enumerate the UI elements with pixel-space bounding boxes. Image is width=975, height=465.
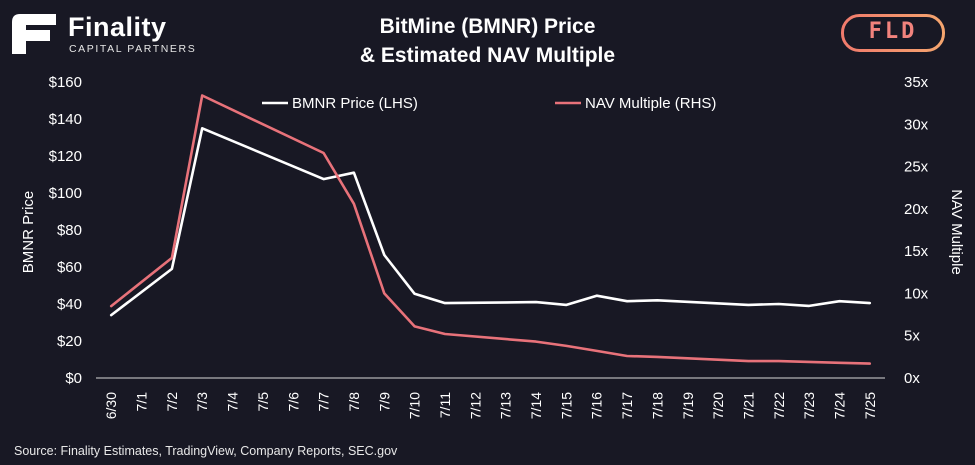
y-right-axis-title: NAV Multiple	[948, 189, 965, 275]
finality-f-logo-icon	[12, 14, 56, 54]
chart-title-line-2: & Estimated NAV Multiple	[359, 44, 616, 67]
y-right-tick-label: 10x	[904, 285, 929, 302]
x-tick-label: 7/13	[498, 392, 514, 419]
y-right-tick-label: 5x	[904, 328, 920, 345]
x-tick-label: 7/25	[862, 392, 878, 419]
y-right-tick-label: 35x	[904, 74, 929, 91]
x-tick-label: 7/15	[558, 392, 574, 419]
x-tick-label: 7/18	[649, 392, 665, 419]
x-tick-label: 7/17	[619, 392, 635, 419]
chart: 6/30 7/1 7/2 7/3 7/4 7/5 7/6 7/7 7/8 7/9 7/10 7/11 7…	[20, 74, 965, 419]
y-right-tick-label: 30x	[904, 116, 929, 133]
nav-multiple-line	[109, 94, 872, 365]
y-left-tick-label: $100	[49, 185, 82, 202]
chart-title: BitMine (BMNR) Price & Estimated NAV Mul…	[300, 12, 675, 70]
y-right-tick-label: 15x	[904, 243, 929, 260]
x-tick-label: 7/14	[528, 392, 544, 419]
x-tick-label: 7/16	[589, 392, 605, 419]
legend-label: NAV Multiple (RHS)	[585, 95, 716, 112]
x-tick-label: 7/21	[740, 392, 756, 419]
badge-outline-icon	[841, 14, 945, 52]
chart-axes: 6/30 7/1 7/2 7/3 7/4 7/5 7/6 7/7 7/8 7/9 7/10 7/11 7…	[20, 74, 965, 419]
badge-text: FLD	[868, 19, 918, 44]
y-right-tick-label: 20x	[904, 201, 929, 218]
legend-label: BMNR Price (LHS)	[292, 95, 418, 112]
x-tick-label: 7/10	[407, 392, 423, 419]
x-tick-label: 7/8	[346, 392, 362, 412]
chart-title-line-1: BitMine (BMNR) Price	[379, 15, 596, 38]
y-left-tick-label: $20	[57, 333, 82, 350]
x-tick-label: 7/11	[437, 392, 453, 418]
y-left-tick-label: $0	[65, 370, 82, 387]
chart-legend: BMNR Price (LHS) NAV Multiple (RHS)	[262, 95, 716, 112]
y-right-tick-label: 25x	[904, 159, 929, 176]
source-note: Source: Finality Estimates, TradingView,…	[14, 444, 398, 458]
brand-name: Finality	[68, 12, 167, 42]
x-tick-label: 7/5	[255, 392, 271, 412]
x-tick-label: 7/24	[831, 392, 847, 419]
bmnr-price-line	[109, 127, 872, 317]
x-tick-label: 7/12	[467, 392, 483, 419]
y-left-tick-label: $40	[57, 296, 82, 313]
y-left-tick-label: $140	[49, 111, 82, 128]
x-tick-label: 7/3	[194, 392, 210, 412]
y-left-tick-label: $60	[57, 259, 82, 276]
y-left-tick-label: $80	[57, 222, 82, 239]
fld-badge: FLD	[841, 14, 945, 52]
x-tick-label: 7/7	[316, 392, 332, 412]
x-tick-label: 7/23	[801, 392, 817, 419]
x-tick-label: 7/22	[771, 392, 787, 419]
x-tick-label: 7/1	[134, 392, 150, 412]
y-left-tick-label: $120	[49, 148, 82, 165]
x-tick-label: 7/20	[710, 392, 726, 419]
brand-tagline: CAPITAL PARTNERS	[69, 43, 197, 55]
x-tick-label: 7/4	[225, 392, 241, 412]
y-right-tick-label: 0x	[904, 370, 920, 387]
y-left-tick-label: $160	[49, 74, 82, 91]
x-tick-label: 7/2	[164, 392, 180, 412]
x-tick-label: 7/6	[285, 392, 301, 412]
x-tick-label: 7/19	[680, 392, 696, 419]
x-tick-label: 7/9	[376, 392, 392, 412]
chart-series	[109, 94, 872, 365]
y-left-axis-title: BMNR Price	[20, 191, 37, 274]
brand-logo: Finality CAPITAL PARTNERS	[12, 12, 212, 56]
x-tick-label: 6/30	[103, 392, 119, 419]
